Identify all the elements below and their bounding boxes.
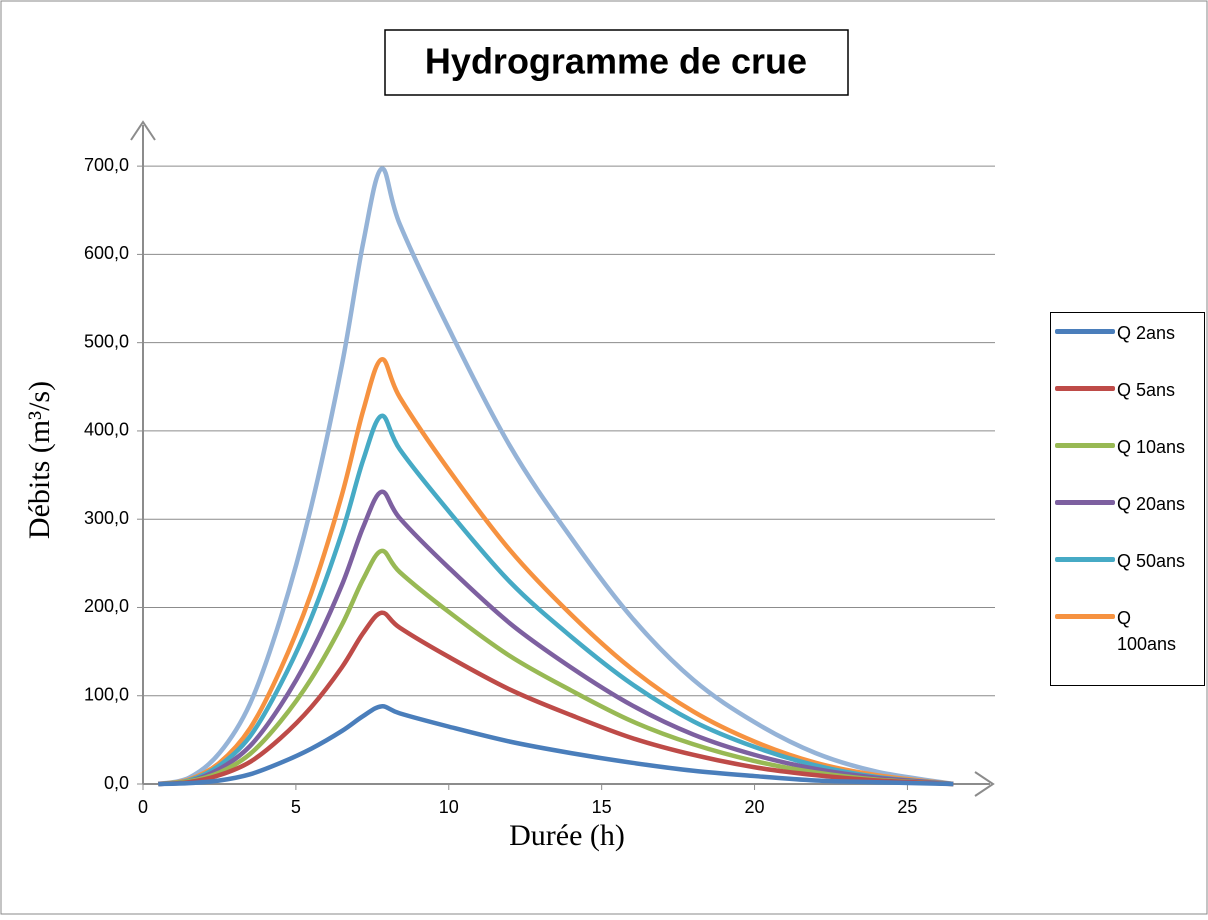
y-tick-label: 100,0	[84, 684, 129, 704]
legend-swatch	[1055, 614, 1115, 619]
y-tick-label: 500,0	[84, 331, 129, 351]
series-line	[158, 610, 954, 787]
legend-swatch	[1055, 500, 1115, 505]
legend-label: Q 5ans	[1117, 380, 1176, 400]
legend: Q 2ans Q 5ans Q 10ans Q 20ans Q 50ans Q 100an…	[1050, 312, 1205, 686]
x-tick-label: 15	[592, 797, 612, 817]
x-tick-label: 0	[138, 797, 148, 817]
series-line	[157, 357, 954, 787]
series-line	[158, 548, 954, 787]
legend-entry: Q 50ans	[1055, 548, 1185, 574]
chart-title: Hydrogramme de crue	[425, 41, 807, 82]
series-line	[157, 166, 954, 787]
title-box	[384, 29, 849, 96]
legend-label: Q 50ans	[1117, 551, 1186, 571]
legend-entry: Q 5ans	[1055, 377, 1175, 403]
x-axis-label: Durée (h)	[509, 819, 625, 852]
y-tick-label: 600,0	[84, 243, 129, 263]
series-line	[158, 704, 954, 787]
legend-swatch	[1055, 557, 1115, 562]
legend-entry: Q 20ans	[1055, 491, 1185, 517]
legend-label: Q 20ans	[1117, 494, 1186, 514]
series-line	[158, 489, 954, 787]
x-tick-label: 25	[897, 797, 917, 817]
y-tick-label: 300,0	[84, 508, 129, 528]
y-axis-arrow	[130, 120, 156, 141]
series-line	[158, 413, 954, 787]
x-tick-label: 5	[291, 797, 301, 817]
legend-swatch	[1055, 443, 1115, 448]
x-tick-label: 20	[745, 797, 765, 817]
legend-swatch	[1055, 329, 1115, 334]
legend-label: Q 100ans	[1117, 608, 1177, 654]
y-tick-label: 200,0	[84, 596, 129, 616]
y-tick-label: 700,0	[84, 155, 129, 175]
legend-entry: Q 2ans	[1055, 320, 1175, 346]
legend-entry: Q 100ans	[1055, 605, 1193, 657]
y-tick-label: 400,0	[84, 420, 129, 440]
y-tick-label: 0,0	[104, 773, 129, 793]
legend-label: Q 2ans	[1117, 323, 1176, 343]
legend-entry: Q 10ans	[1055, 434, 1185, 460]
y-axis-label: Débits (m³/s)	[23, 381, 56, 539]
legend-label: Q 10ans	[1117, 437, 1186, 457]
legend-swatch	[1055, 386, 1115, 391]
x-tick-label: 10	[439, 797, 459, 817]
x-axis-arrow	[974, 771, 995, 797]
